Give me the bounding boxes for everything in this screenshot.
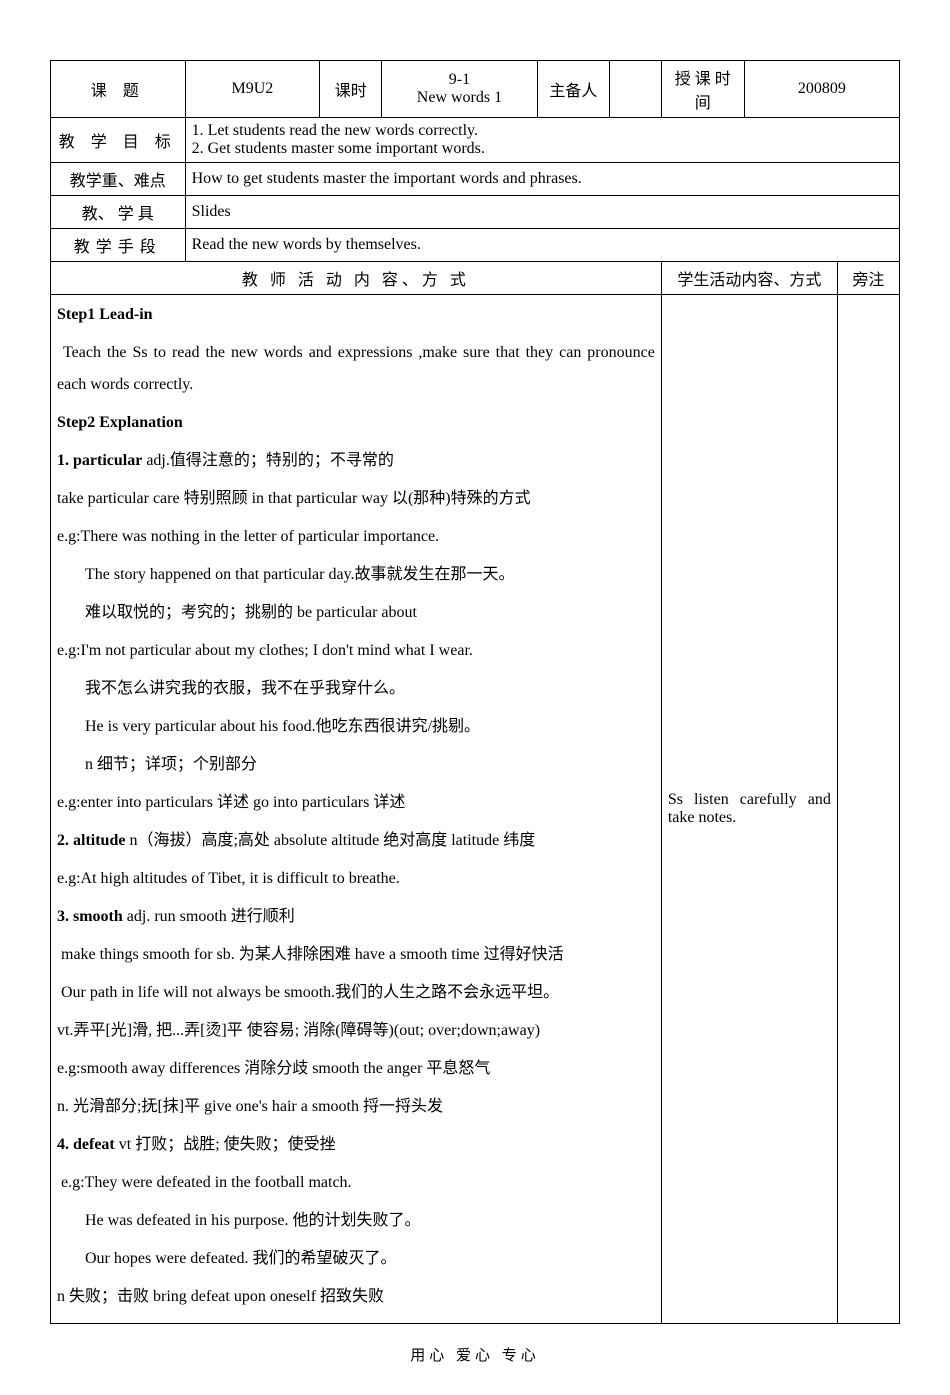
value-topic: M9U2 — [185, 61, 320, 118]
w1-line8: n 细节；详项；个别部分 — [57, 749, 655, 781]
step2-title: Step2 Explanation — [57, 407, 655, 439]
label-objective: 教 学 目 标 — [51, 118, 186, 163]
label-aids: 教、 学 具 — [51, 196, 186, 229]
value-methods: Read the new words by themselves. — [185, 229, 899, 262]
w3-line3: vt.弄平[光]滑, 把...弄[烫]平 使容易; 消除(障碍等)(out; o… — [57, 1015, 655, 1047]
w1-line5: e.g:I'm not particular about my clothes;… — [57, 635, 655, 667]
value-aids: Slides — [185, 196, 899, 229]
side-note-content — [837, 295, 899, 1324]
label-side-note: 旁注 — [837, 262, 899, 295]
w3-line-head: 3. smooth adj. run smooth 进行顺利 — [57, 901, 655, 933]
w4-line2: He was defeated in his purpose. 他的计划失败了。 — [57, 1205, 655, 1237]
w2-line-head: 2. altitude n（海拔）高度;高处 absolute altitude… — [57, 825, 655, 857]
w1-line1: take particular care 特别照顾 in that partic… — [57, 483, 655, 515]
w2-line1: e.g:At high altitudes of Tibet, it is di… — [57, 863, 655, 895]
w3-line2: Our path in life will not always be smoo… — [57, 977, 655, 1009]
w1-line9: e.g:enter into particulars 详述 go into pa… — [57, 787, 655, 819]
w3-line1: make things smooth for sb. 为某人排除困难 have … — [57, 939, 655, 971]
value-objective: 1. Let students read the new words corre… — [185, 118, 899, 163]
value-keypoints: How to get students master the important… — [185, 163, 899, 196]
label-topic: 课 题 — [51, 61, 186, 118]
step1-title: Step1 Lead-in — [57, 299, 655, 331]
w1-line6: 我不怎么讲究我的衣服，我不在乎我穿什么。 — [57, 673, 655, 705]
w3-line5: n. 光滑部分;抚[抹]平 give one's hair a smooth 捋… — [57, 1091, 655, 1123]
value-preparer — [610, 61, 662, 118]
value-period: 9-1 New words 1 — [382, 61, 537, 118]
page-footer: 用心 爱心 专心 — [50, 1344, 900, 1365]
label-methods: 教学手段 — [51, 229, 186, 262]
w1-line3: The story happened on that particular da… — [57, 559, 655, 591]
step1-body: Teach the Ss to read the new words and e… — [57, 337, 655, 401]
label-teacher-activity: 教 师 活 动 内 容、方 式 — [51, 262, 662, 295]
value-teach-time: 200809 — [744, 61, 899, 118]
label-student-activity: 学生活动内容、方式 — [661, 262, 837, 295]
w3-line4: e.g:smooth away differences 消除分歧 smooth … — [57, 1053, 655, 1085]
label-teach-time: 授 课 时间 — [661, 61, 744, 118]
label-preparer: 主备人 — [537, 61, 609, 118]
w4-line3: Our hopes were defeated. 我们的希望破灭了。 — [57, 1243, 655, 1275]
teacher-activity-content: Step1 Lead-in Teach the Ss to read the n… — [51, 295, 662, 1324]
student-activity-content: Ss listen carefully and take notes. — [661, 295, 837, 1324]
label-keypoints: 教学重、难点 — [51, 163, 186, 196]
w4-line1: e.g:They were defeated in the football m… — [57, 1167, 655, 1199]
w1-line7: He is very particular about his food.他吃东… — [57, 711, 655, 743]
w1-line-head: 1. particular adj.值得注意的；特别的；不寻常的 — [57, 445, 655, 477]
w1-line4: 难以取悦的；考究的；挑剔的 be particular about — [57, 597, 655, 629]
w1-line2: e.g:There was nothing in the letter of p… — [57, 521, 655, 553]
w4-line-head: 4. defeat vt 打败；战胜; 使失败；使受挫 — [57, 1129, 655, 1161]
w4-line4: n 失败；击败 bring defeat upon oneself 招致失败 — [57, 1281, 655, 1313]
label-period: 课时 — [320, 61, 382, 118]
